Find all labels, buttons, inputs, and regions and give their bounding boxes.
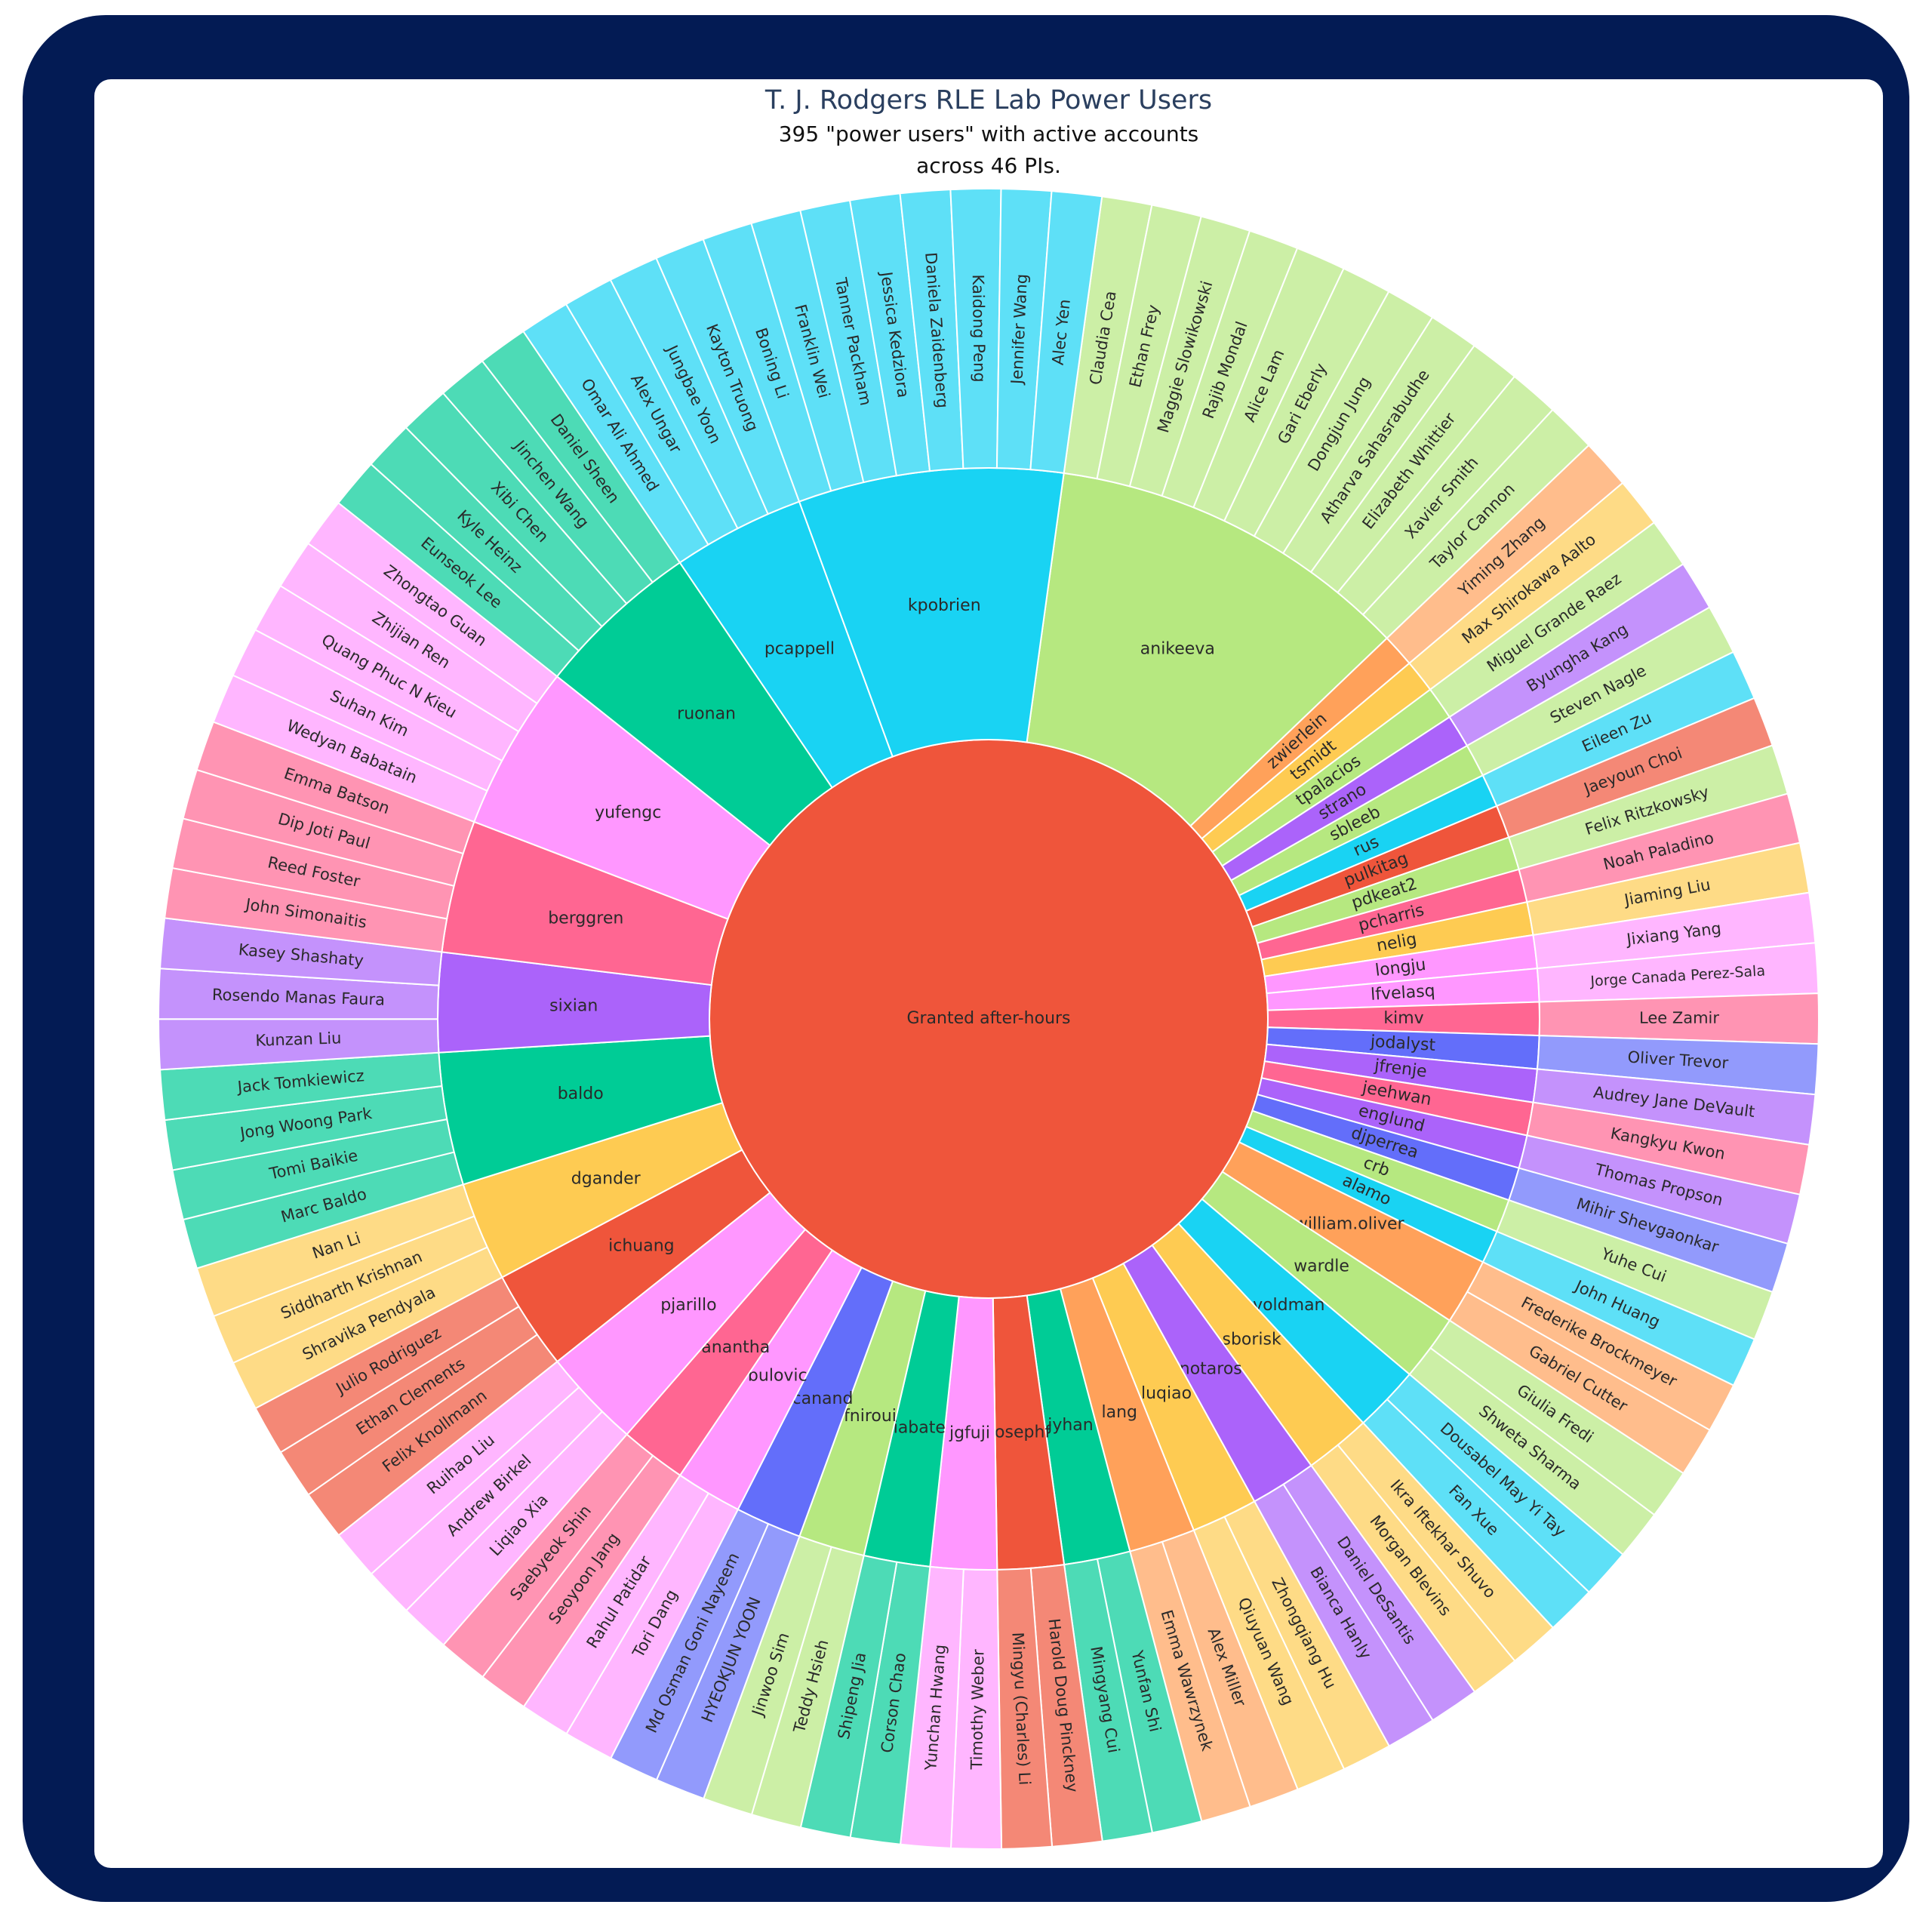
group-label-canand: canand xyxy=(792,1389,854,1408)
group-label-berggren: berggren xyxy=(548,909,623,928)
group-label-lfvelasq: lfvelasq xyxy=(1371,982,1436,1005)
group-label-ichuang: ichuang xyxy=(608,1236,674,1255)
chart-title: T. J. Rodgers RLE Lab Power Users xyxy=(764,85,1213,115)
chart-card: T. J. Rodgers RLE Lab Power Users 395 "p… xyxy=(94,79,1883,1868)
group-label-pjarillo: pjarillo xyxy=(660,1296,716,1315)
group-label-luqiao: luqiao xyxy=(1141,1384,1192,1403)
group-label-anantha: anantha xyxy=(701,1338,770,1357)
group-label-kimv: kimv xyxy=(1383,1009,1423,1028)
group-label-sixian: sixian xyxy=(549,996,598,1015)
group-label-dgander: dgander xyxy=(571,1170,641,1189)
group-label-notaros: notaros xyxy=(1180,1360,1242,1379)
group-label-kpobrien: kpobrien xyxy=(908,596,981,615)
group-label-fniroui: fniroui xyxy=(844,1407,897,1426)
group-label-jgfuji: jgfuji xyxy=(949,1423,990,1442)
group-label-josephf: josephf xyxy=(989,1423,1051,1442)
group-label-jyhan: jyhan xyxy=(1047,1416,1094,1435)
group-label-lang: lang xyxy=(1102,1403,1138,1422)
group-label-iabate: iabate xyxy=(894,1418,946,1437)
group-label-sborisk: sborisk xyxy=(1222,1330,1281,1349)
group-label-yufengc: yufengc xyxy=(595,804,661,823)
group-label-bulovic: bulovic xyxy=(748,1367,808,1386)
leaf-label-timothy-weber: Timothy Weber xyxy=(968,1649,987,1771)
group-label-pcappell: pcappell xyxy=(764,639,835,658)
leaf-label-kaidong-peng: Kaidong Peng xyxy=(969,274,989,382)
group-label-voldman: voldman xyxy=(1253,1296,1324,1315)
outer-frame: T. J. Rodgers RLE Lab Power Users 395 "p… xyxy=(23,15,1909,1902)
chart-subtitle-line2: across 46 PIs. xyxy=(916,153,1061,178)
group-label-wardle: wardle xyxy=(1294,1257,1349,1276)
leaf-label-lee-zamir: Lee Zamir xyxy=(1639,1009,1719,1027)
leaf-label-kunzan-liu: Kunzan Liu xyxy=(255,1029,342,1049)
group-label-baldo: baldo xyxy=(558,1085,604,1103)
group-label-ruonan: ruonan xyxy=(677,705,736,724)
group-label-jodalyst: jodalyst xyxy=(1369,1032,1436,1055)
root-label: Granted after-hours xyxy=(906,1009,1070,1028)
group-label-anikeeva: anikeeva xyxy=(1140,639,1215,658)
leaf-segment-alec-yen[interactable] xyxy=(1029,190,1103,474)
chart-subtitle-line1: 395 "power users" with active accounts xyxy=(778,122,1199,146)
